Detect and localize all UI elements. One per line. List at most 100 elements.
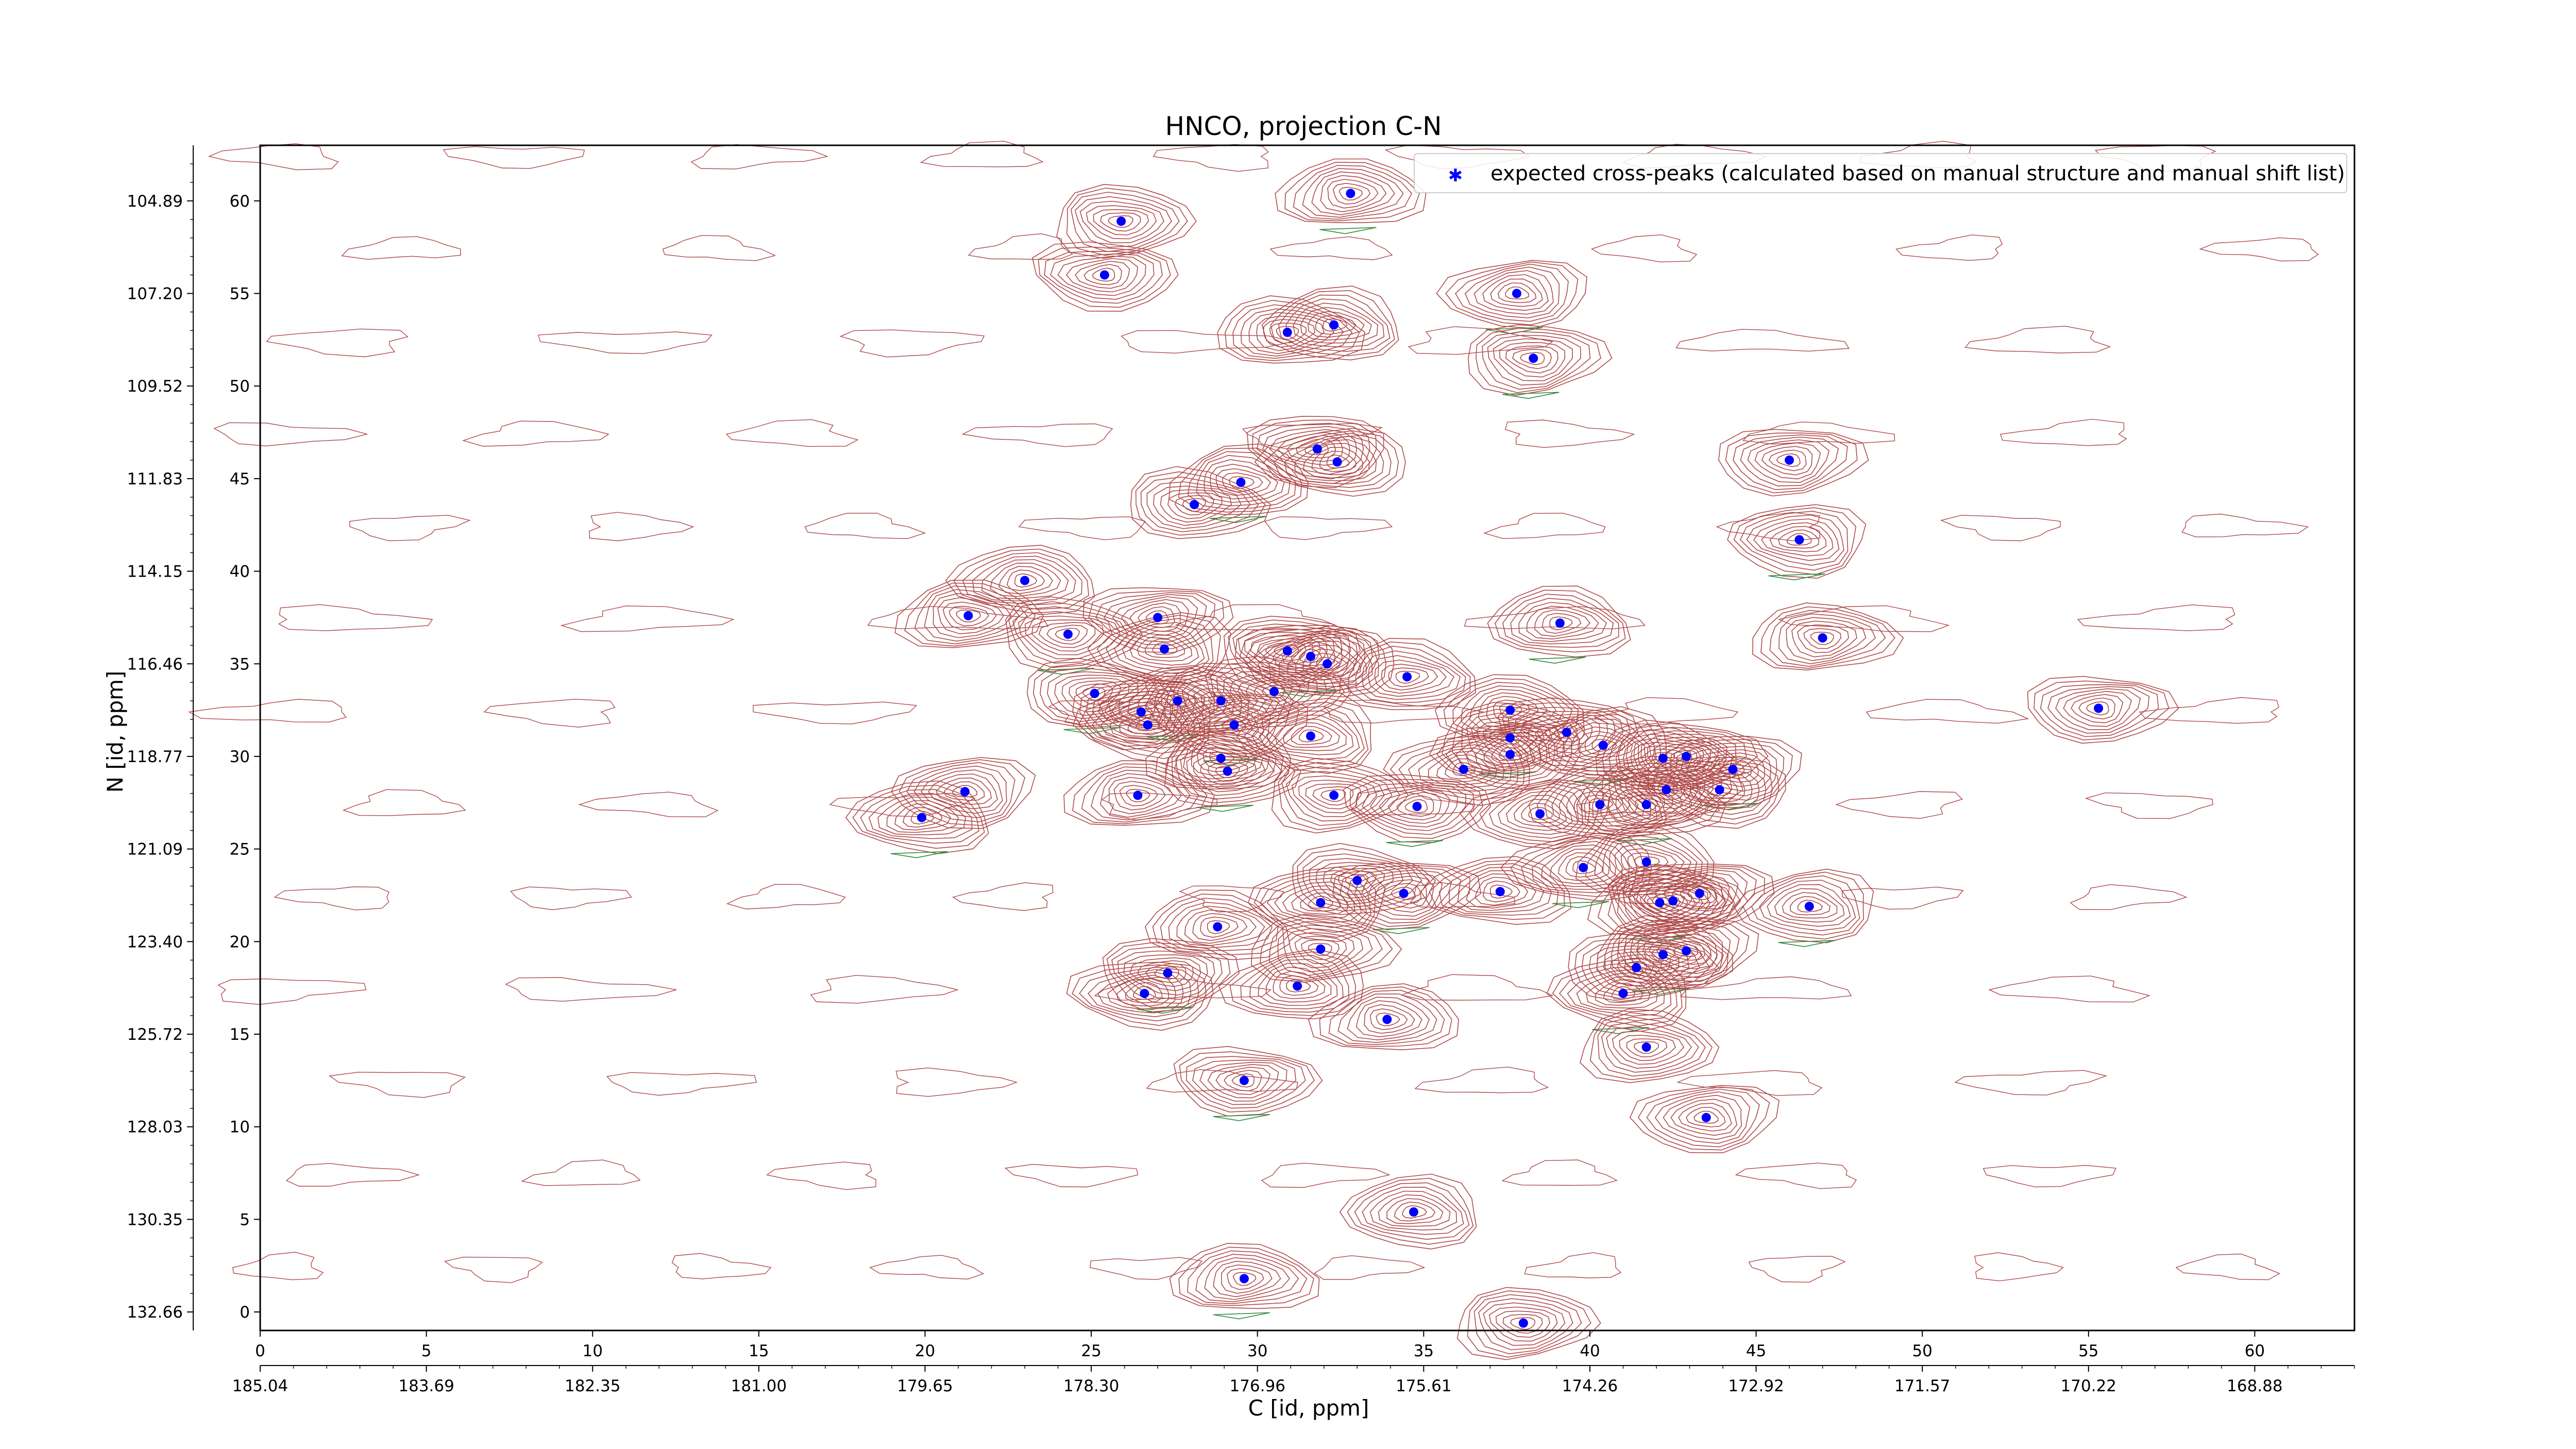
contour-line [1258, 963, 1338, 1006]
contour-line [1649, 933, 1718, 970]
contour-line [956, 609, 981, 622]
x-tick-label: 15 [749, 1342, 769, 1360]
contour-line [1278, 294, 1391, 352]
noise-contour [462, 420, 609, 447]
contour-line [1102, 938, 1240, 1013]
cross-peak [1412, 801, 1422, 811]
cross-peak [1323, 659, 1332, 669]
contour-line [1308, 896, 1333, 909]
contour-line [1122, 626, 1205, 670]
contour-line [1227, 1268, 1264, 1290]
contour-line [1601, 1021, 1700, 1073]
contour-line [1327, 179, 1379, 209]
contour-line [1665, 736, 1802, 808]
contour-line [877, 797, 967, 835]
x-tick-label: 40 [1580, 1342, 1600, 1360]
cross-peak [1505, 733, 1515, 743]
contour-line [1296, 438, 1336, 459]
contour-line [952, 785, 978, 798]
noise-contour [2199, 237, 2319, 262]
contour-line [1603, 983, 1643, 1003]
contour-line [1629, 1085, 1780, 1154]
y-ppm-tick-label: 132.66 [127, 1303, 183, 1322]
contour-line [1207, 762, 1248, 782]
y-ppm-tick-label: 109.52 [127, 377, 183, 396]
noise-contour [274, 886, 389, 911]
x-ppm-tick-label: 168.88 [2227, 1377, 2282, 1395]
cross-peak [1143, 720, 1153, 730]
noise-contour [895, 1067, 1018, 1097]
contour-line [1091, 769, 1191, 821]
contour-line [1257, 423, 1370, 480]
contour-line [1174, 697, 1290, 754]
cross-peak [1728, 765, 1738, 774]
contour-line [1436, 260, 1588, 329]
cross-peak [1090, 688, 1099, 698]
cross-peak [1153, 613, 1163, 622]
noise-contour [726, 884, 846, 909]
contour-line [1065, 258, 1139, 293]
noise-contour [1264, 516, 1393, 541]
y-ppm-tick-label: 107.20 [127, 285, 183, 304]
noise-contour [1777, 605, 1950, 632]
contour-line [1262, 426, 1364, 475]
contour-line [1200, 759, 1257, 785]
contour-line [1457, 870, 1545, 911]
contour-line [1693, 1110, 1719, 1124]
contour-line [1429, 860, 1565, 920]
contour-line [1245, 630, 1366, 685]
contour-line [1165, 695, 1299, 757]
noise-contour [1982, 1165, 2117, 1188]
contour-line [1008, 601, 1136, 668]
contour-line [1725, 432, 1858, 494]
contour-line [1404, 799, 1428, 813]
contour-line [1100, 773, 1182, 818]
x-ppm-tick-label: 179.65 [897, 1377, 953, 1395]
noise-contour [1940, 515, 2061, 542]
contour-line [1197, 743, 1250, 772]
contour-line [1204, 1257, 1291, 1300]
contour-line [1687, 886, 1711, 900]
contour-line [1557, 852, 1610, 881]
contour-line [1181, 679, 1266, 723]
noise-contour [1323, 699, 1484, 723]
legend: ✱ expected cross-peaks (calculated based… [1414, 153, 2347, 193]
contour-line [1718, 429, 1869, 497]
contour-line [1452, 762, 1476, 776]
contour-line [1250, 914, 1402, 983]
contour-line [1581, 795, 1622, 815]
cross-peak [963, 611, 973, 620]
contour-line [1580, 1008, 1720, 1083]
noise-contour [2070, 884, 2188, 911]
contour-line [1606, 1026, 1692, 1069]
noise-contour [1895, 234, 2003, 261]
contour-line [1031, 241, 1179, 312]
cross-peak [1306, 731, 1315, 741]
noise-contour [510, 886, 632, 911]
contour-line [1614, 763, 1722, 821]
contour-line [1671, 769, 1760, 811]
contour-line [1751, 875, 1860, 936]
noise-contour [1179, 885, 1285, 913]
contour-layer [188, 141, 2319, 1360]
contour-line [1187, 1250, 1308, 1304]
contour-line [1106, 942, 1231, 1008]
contour-line [1303, 443, 1370, 479]
contour-line [1137, 634, 1193, 662]
contour-line [1206, 710, 1259, 739]
contour-line [852, 785, 985, 849]
contour-line [1670, 739, 1793, 805]
contour-line [1066, 188, 1188, 256]
contour-line [1476, 328, 1601, 393]
contour-line [1215, 1067, 1270, 1095]
contour-line [1261, 684, 1285, 699]
cross-peak [1316, 898, 1326, 907]
cross-peak [1173, 696, 1182, 706]
legend-marker-icon: ✱ [1448, 165, 1463, 186]
contour-line [1473, 1294, 1582, 1355]
contour-line [1670, 1099, 1738, 1136]
cross-peak [1518, 1318, 1528, 1328]
noise-contour [505, 977, 676, 1002]
contour-line [1241, 308, 1344, 357]
noise-contour [952, 882, 1054, 911]
